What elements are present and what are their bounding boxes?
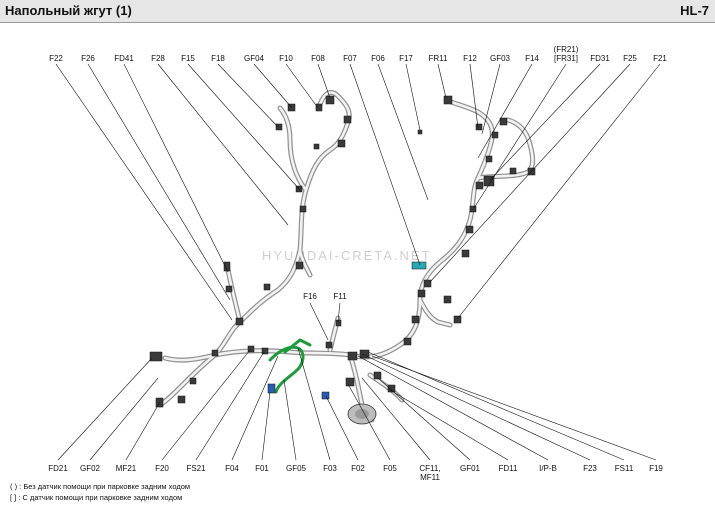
label-f10: F10: [279, 54, 293, 63]
label-fr21: (FR21): [554, 45, 579, 54]
label-f15: F15: [181, 54, 195, 63]
label-f08: F08: [311, 54, 325, 63]
label-f05: F05: [383, 464, 397, 473]
label-f03: F03: [323, 464, 337, 473]
label-f02: F02: [351, 464, 365, 473]
label-fd31: FD31: [590, 54, 610, 63]
connector-blocks: [149, 95, 536, 408]
label-f11: F11: [333, 292, 347, 301]
label-f21: F21: [653, 54, 667, 63]
label-f04: F04: [225, 464, 239, 473]
labels-bottom: FD21 GF02 MF21 F20 FS21 F04 F01 GF05 F03…: [48, 464, 663, 482]
label-gf01: GF01: [460, 464, 481, 473]
label-f20: F20: [155, 464, 169, 473]
label-fd21: FD21: [48, 464, 68, 473]
label-f14: F14: [525, 54, 539, 63]
note-with-sensor: [ ] : С датчик помощи при парковке задни…: [10, 493, 183, 502]
label-ip-b: I/P-B: [539, 464, 557, 473]
connector-blue-f03: [321, 391, 330, 400]
watermark: HYUNDAI-CRETA.NET: [262, 248, 432, 263]
label-fs11: FS11: [615, 464, 634, 473]
label-gf02: GF02: [80, 464, 101, 473]
label-f01: F01: [255, 464, 269, 473]
label-f25: F25: [623, 54, 637, 63]
label-fr31: [FR31]: [554, 54, 578, 63]
connector-blue-f01: [267, 383, 276, 394]
label-f17: F17: [399, 54, 413, 63]
label-gf04: GF04: [244, 54, 265, 63]
label-f19: F19: [649, 464, 663, 473]
labels-top: F22 F26 FD41 F28 F15 F18 GF04 F10 F08 F0…: [49, 45, 667, 63]
label-fr11: FR11: [429, 54, 449, 63]
leader-lines-top: [55, 63, 661, 341]
label-fd41: FD41: [114, 54, 134, 63]
label-f07: F07: [343, 54, 357, 63]
label-fd11: FD11: [499, 464, 519, 473]
connector-teal: [411, 261, 427, 270]
harness-bundle: [157, 90, 536, 423]
label-f18: F18: [211, 54, 225, 63]
label-f22: F22: [49, 54, 63, 63]
page-code: HL-7: [680, 3, 709, 18]
label-f12: F12: [463, 54, 477, 63]
labels-mid: F16 F11: [303, 292, 347, 301]
label-mf11: MF11: [420, 473, 440, 482]
label-f28: F28: [151, 54, 165, 63]
label-fs21: FS21: [186, 464, 206, 473]
label-f06: F06: [371, 54, 385, 63]
page-header: Напольный жгут (1) HL-7: [0, 0, 715, 23]
note-without-sensor: ( ) : Без датчик помощи при парковке зад…: [10, 482, 191, 491]
label-f16: F16: [303, 292, 317, 301]
green-loom: [268, 338, 312, 394]
label-gf03: GF03: [490, 54, 511, 63]
label-cf11: CF11,: [419, 464, 440, 473]
label-gf05: GF05: [286, 464, 307, 473]
page-title: Напольный жгут (1): [5, 3, 132, 18]
label-f26: F26: [81, 54, 95, 63]
label-mf21: MF21: [116, 464, 137, 473]
leader-lines-bottom: [57, 347, 657, 461]
label-f23: F23: [583, 464, 597, 473]
